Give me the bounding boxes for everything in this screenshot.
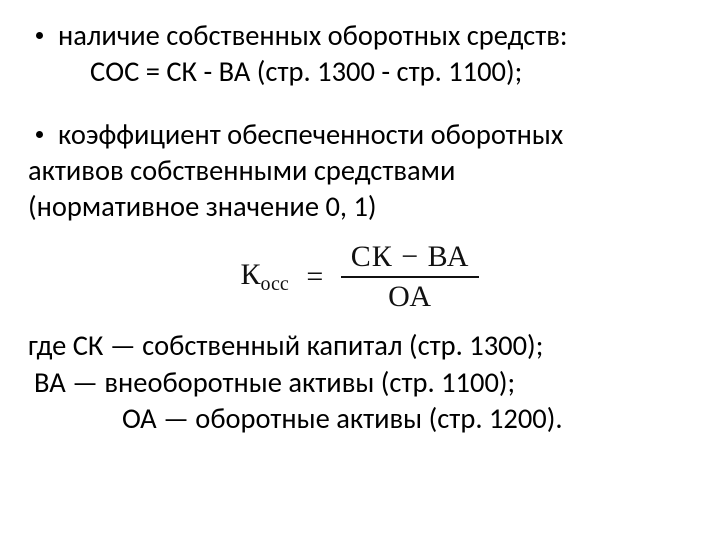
- formula-lhs: Косс: [241, 258, 289, 296]
- formula-eq: =: [306, 260, 323, 294]
- slide: наличие собственных оборотных средств: С…: [0, 0, 720, 540]
- bullet-dot-icon: [36, 32, 43, 39]
- bullet-item-1: наличие собственных оборотных средств: С…: [18, 18, 702, 89]
- definition-sk: где СК — собственный капитал (стр. 1300)…: [18, 328, 702, 364]
- formula: Косс = СК − ВА ОА: [241, 240, 480, 314]
- bullet2-line1: коэффициент обеспеченности оборотных: [18, 117, 702, 153]
- formula-numerator: СК − ВА: [341, 240, 480, 278]
- formula-fraction: СК − ВА ОА: [341, 240, 480, 314]
- bullet-item-2: коэффициент обеспеченности оборотных акт…: [18, 117, 702, 224]
- formula-denominator: ОА: [341, 278, 480, 314]
- definitions-block: где СК — собственный капитал (стр. 1300)…: [18, 328, 702, 437]
- definition-va: ВА — внеоборотные активы (стр. 1100);: [18, 365, 702, 401]
- formula-lhs-sub: осс: [261, 273, 289, 295]
- bullet2-line3: (нормативное значение 0, 1): [18, 189, 702, 225]
- bullet1-line2: СОС = СК - ВА (стр. 1300 - стр. 1100);: [18, 54, 702, 90]
- formula-block: Косс = СК − ВА ОА: [18, 240, 702, 314]
- formula-lhs-main: К: [241, 258, 261, 291]
- definition-oa: ОА — оборотные активы (стр. 1200).: [18, 401, 702, 437]
- bullet1-line1: наличие собственных оборотных средств:: [18, 18, 702, 54]
- bullet2-line2: активов собственными средствами: [18, 153, 702, 189]
